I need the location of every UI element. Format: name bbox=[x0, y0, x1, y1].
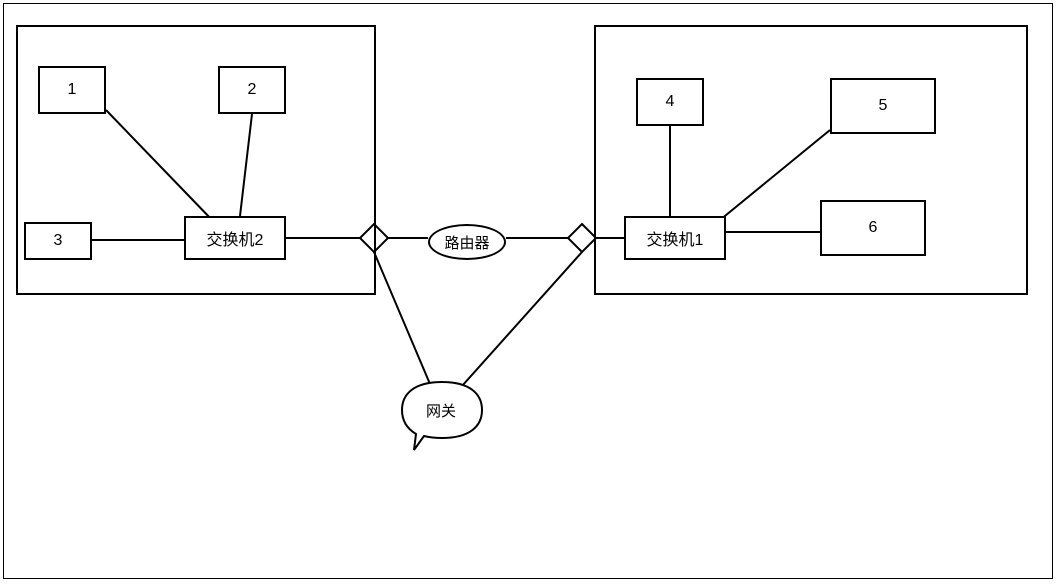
gateway-label: 网关 bbox=[426, 400, 456, 421]
router-node: 路由器 bbox=[428, 224, 506, 260]
node-3-label: 3 bbox=[54, 232, 63, 250]
switch-1: 交换机1 bbox=[624, 216, 726, 260]
switch-2: 交换机2 bbox=[184, 216, 286, 260]
node-1-label: 1 bbox=[68, 81, 77, 99]
diamond-right bbox=[568, 224, 596, 252]
switch-2-label: 交换机2 bbox=[207, 226, 264, 250]
node-4: 4 bbox=[636, 78, 704, 126]
diagram-canvas: 1 2 3 交换机2 4 5 6 交换机1 路由器 网关 bbox=[0, 0, 1060, 584]
node-2-label: 2 bbox=[248, 81, 257, 99]
node-4-label: 4 bbox=[666, 93, 675, 111]
node-2: 2 bbox=[218, 66, 286, 114]
node-6-label: 6 bbox=[869, 219, 878, 237]
node-5-label: 5 bbox=[879, 97, 888, 115]
node-5: 5 bbox=[830, 78, 936, 134]
switch-1-label: 交换机1 bbox=[647, 226, 704, 250]
node-6: 6 bbox=[820, 200, 926, 256]
router-label: 路由器 bbox=[444, 232, 489, 253]
node-3: 3 bbox=[24, 222, 92, 260]
edge-diamondL-gateway bbox=[374, 252, 430, 384]
node-1: 1 bbox=[38, 66, 106, 114]
edge-diamondR-gateway bbox=[462, 252, 582, 386]
